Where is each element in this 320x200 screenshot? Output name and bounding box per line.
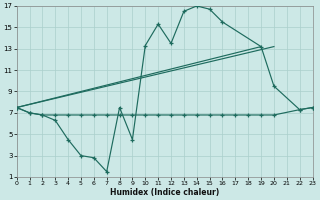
X-axis label: Humidex (Indice chaleur): Humidex (Indice chaleur) [110, 188, 219, 197]
